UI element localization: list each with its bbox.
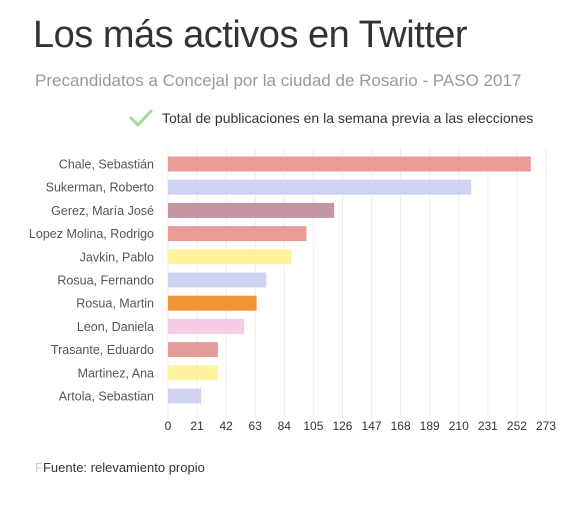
x-tick-label: 231 [478, 419, 498, 433]
x-tick-label: 0 [165, 419, 172, 433]
x-tick-label: 126 [332, 419, 352, 433]
bar [168, 226, 307, 242]
category-label: Artola, Sebastian [59, 390, 154, 404]
bar [168, 365, 218, 381]
category-labels: Chale, Sebastián Sukerman, Roberto Gerez, … [29, 158, 154, 404]
x-tick-label: 210 [449, 419, 469, 433]
source-note: FFuente: relevamiento propio [35, 460, 205, 475]
category-label: Martinez, Ana [78, 366, 154, 380]
bar [168, 318, 245, 334]
source-text: Fuente: relevamiento propio [42, 460, 205, 475]
x-tick-label: 84 [278, 419, 292, 433]
x-tick-label: 105 [303, 419, 323, 433]
bar [168, 249, 292, 265]
category-label: Sukerman, Roberto [46, 181, 154, 195]
check-icon [129, 109, 153, 127]
bar [168, 202, 335, 218]
category-label: Rosua, Fernando [57, 274, 154, 288]
bars [168, 156, 531, 404]
category-label: Javkin, Pablo [80, 250, 154, 264]
category-label: Gerez, María José [51, 204, 154, 218]
x-tick-label: 168 [391, 419, 411, 433]
x-tick-label: 42 [219, 419, 233, 433]
x-axis-ticks: 0 21 42 63 84 105 126 147 168 189 210 231 252 273 [165, 419, 557, 433]
bar [168, 342, 218, 358]
bar [168, 179, 472, 195]
x-tick-label: 63 [249, 419, 263, 433]
category-label: Lopez Molina, Rodrigo [29, 227, 154, 241]
x-tick-label: 273 [536, 419, 556, 433]
bar-chart: Chale, Sebastián Sukerman, Roberto Gerez, … [29, 148, 557, 433]
chart-subtitle: Precandidatos a Concejal por la ciudad d… [35, 71, 522, 90]
category-label: Leon, Daniela [77, 320, 154, 334]
bar [168, 295, 257, 311]
chart-legend: Total de publicaciones en la semana prev… [128, 108, 533, 128]
x-tick-label: 21 [190, 419, 204, 433]
bar [168, 388, 202, 404]
category-label: Chale, Sebastián [59, 158, 154, 172]
x-tick-label: 252 [507, 419, 527, 433]
source-prefix: F [35, 460, 43, 475]
category-label: Rosua, Martin [76, 297, 154, 311]
bar [168, 156, 531, 172]
legend-label: Total de publicaciones en la semana prev… [162, 110, 534, 126]
category-label: Trasante, Eduardo [51, 343, 154, 357]
x-tick-label: 147 [362, 419, 382, 433]
x-tick-label: 189 [420, 419, 440, 433]
chart-title: Los más activos en Twitter [33, 14, 468, 56]
bar [168, 272, 267, 288]
